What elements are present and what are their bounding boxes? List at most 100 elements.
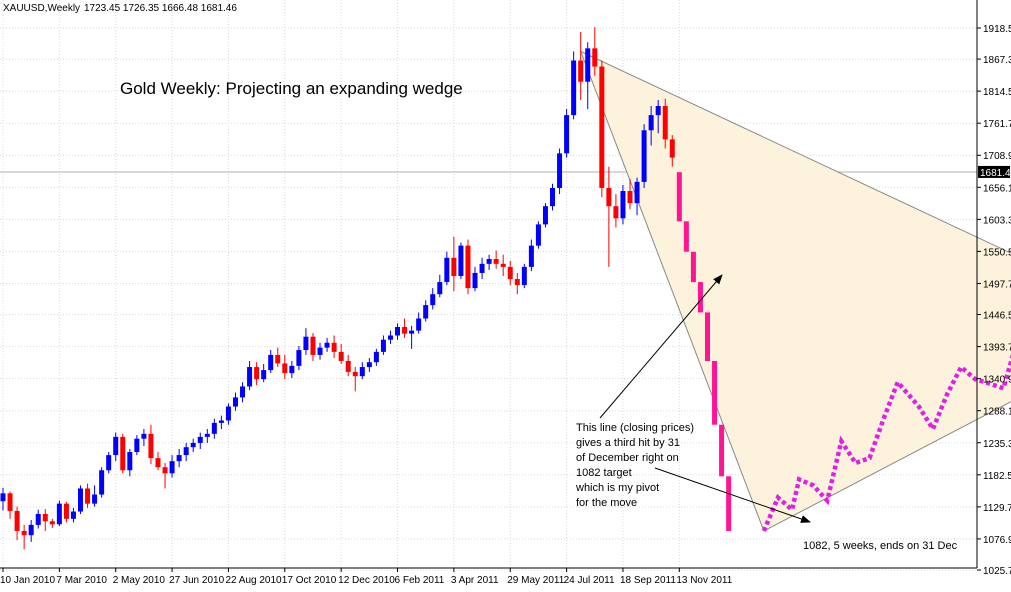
- candle-body: [63, 503, 69, 519]
- candle-body: [409, 330, 415, 334]
- candle-body: [176, 455, 182, 462]
- candle-body: [303, 336, 309, 351]
- candle-body: [535, 224, 541, 246]
- candle-body: [542, 206, 548, 225]
- y-tick-label: 1708.9: [983, 151, 1011, 162]
- candle-body: [444, 257, 450, 283]
- symbol-label: XAUUSD,Weekly: [3, 3, 80, 14]
- candle-body: [402, 326, 408, 334]
- wedge-upper-line: [580, 50, 1011, 254]
- note-line: This line (closing prices): [576, 422, 694, 434]
- y-tick-label: 1025.7: [983, 566, 1011, 577]
- x-tick-label: 7 Mar 2010: [56, 575, 107, 586]
- note-arrow-up: [599, 274, 723, 419]
- candle-body: [21, 530, 27, 536]
- dotted-projection-line: [761, 353, 1011, 532]
- candle-body: [282, 363, 288, 374]
- candle-body: [183, 447, 189, 456]
- wedge-lower-line: [580, 51, 765, 532]
- candle-body: [254, 367, 260, 380]
- dotted-projection: [761, 353, 1011, 532]
- candle-body: [613, 206, 619, 219]
- projection-bar: [719, 424, 725, 477]
- x-tick-label: 29 May 2011: [507, 575, 565, 586]
- candle-body: [49, 521, 55, 525]
- candle-body: [134, 438, 140, 453]
- candle-body: [247, 367, 253, 387]
- projection-bar: [690, 251, 696, 283]
- candle-body: [310, 336, 316, 355]
- annotations: [599, 274, 811, 523]
- candle-body: [331, 342, 337, 352]
- candle-body: [162, 467, 168, 474]
- note-text: This line (closing prices) gives a third…: [575, 422, 694, 509]
- candle-body: [56, 503, 62, 525]
- candle-body: [592, 48, 598, 67]
- candle-body: [599, 66, 605, 188]
- x-tick-label: 12 Dec 2010: [338, 575, 395, 586]
- note-line: which is my pivot: [575, 482, 659, 494]
- candle-body: [296, 350, 302, 366]
- candle-body: [528, 245, 534, 267]
- chart-title: Gold Weekly: Projecting an expanding wed…: [120, 79, 463, 98]
- candle-body: [141, 433, 147, 439]
- y-tick-label: 1603.3: [983, 215, 1011, 226]
- candle-body: [275, 354, 281, 364]
- y-tick-label: 1814.5: [983, 87, 1011, 98]
- candle-body: [465, 245, 471, 289]
- candle-body: [521, 266, 527, 286]
- candle-body: [416, 318, 422, 331]
- candle-body: [268, 354, 274, 371]
- candle-body: [641, 130, 647, 182]
- y-tick-label: 1497.7: [983, 279, 1011, 290]
- y-tick-label: 1129.7: [983, 503, 1011, 514]
- candle-body: [148, 433, 154, 459]
- candle-body: [578, 60, 584, 82]
- candle-body: [35, 513, 41, 525]
- y-tick-label: 1918.5: [983, 24, 1011, 35]
- y-tick-label: 1867.3: [983, 55, 1011, 66]
- note-line: for the move: [576, 497, 637, 509]
- y-tick-label: 1761.7: [983, 119, 1011, 130]
- candle-body: [655, 106, 661, 116]
- candle-body: [395, 326, 401, 336]
- x-tick-label: 13 Nov 2011: [676, 575, 732, 586]
- candle-body: [486, 258, 492, 264]
- candle-body: [585, 48, 591, 82]
- candle-body: [571, 60, 577, 116]
- candle-body: [240, 386, 246, 398]
- candle-body: [85, 488, 91, 504]
- candle-body: [324, 342, 330, 348]
- y-tick-label: 1182.5: [983, 471, 1011, 482]
- candle-body: [113, 436, 119, 456]
- candle-body: [500, 263, 506, 267]
- candle-body: [359, 367, 365, 377]
- current-price-label: 1681.4: [980, 168, 1011, 179]
- candle-body: [430, 294, 436, 306]
- y-tick-label: 1550.5: [983, 247, 1011, 258]
- candle-body: [557, 153, 563, 188]
- wedge-support-line: [763, 401, 1011, 532]
- candle-body: [606, 187, 612, 207]
- y-tick-label: 1340.9: [983, 375, 1011, 386]
- candle-body: [550, 187, 556, 207]
- candle-body: [169, 461, 175, 474]
- candle-body: [373, 351, 379, 363]
- candle-body: [77, 488, 83, 512]
- candle-body: [120, 436, 126, 471]
- candle-body: [507, 266, 513, 280]
- candle-body: [28, 524, 34, 536]
- candle-body: [197, 436, 203, 443]
- candle-body: [127, 452, 133, 471]
- y-tick-label: 1393.7: [983, 343, 1011, 354]
- y-tick-label: 1446.5: [983, 311, 1011, 322]
- ohlc-label: 1723.45 1726.35 1666.48 1681.46: [84, 3, 237, 14]
- candle-body: [155, 458, 161, 468]
- x-tick-label: 17 Oct 2010: [282, 575, 337, 586]
- x-tick-label: 10 Jan 2010: [0, 575, 55, 586]
- candle-body: [0, 493, 6, 502]
- projection-bar: [726, 476, 732, 531]
- y-tick-label: 1288.1: [983, 407, 1011, 418]
